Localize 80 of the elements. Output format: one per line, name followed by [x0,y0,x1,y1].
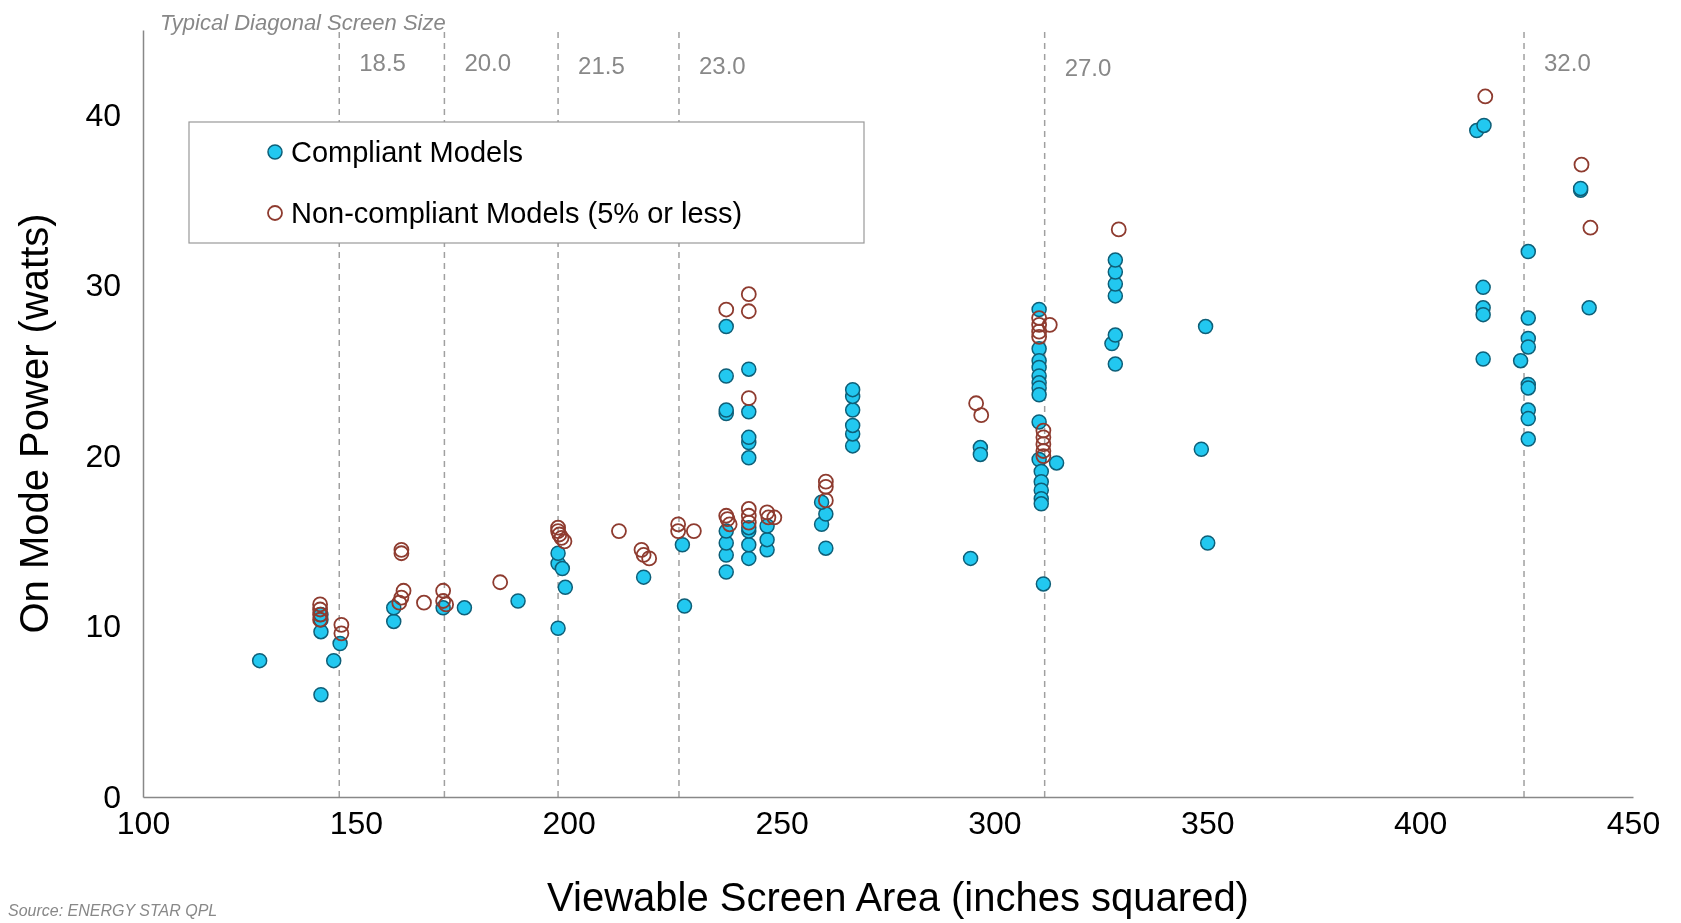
point [438,596,455,613]
x-tick-label: 350 [1181,804,1235,841]
y-tick-label: 30 [85,267,121,304]
point [740,514,757,531]
point [740,501,757,517]
point [1035,436,1052,453]
point [740,507,757,524]
point [1110,221,1127,238]
y-tick-label: 40 [85,96,121,133]
point [333,616,350,633]
source-note: Source: ENERGY STAR QPL [8,902,218,919]
point [670,523,687,540]
x-tick-label: 200 [542,804,596,841]
point [641,550,658,567]
x-tick-label: 400 [1393,804,1448,841]
point [1035,448,1052,465]
point [393,545,410,562]
x-tick-label: 450 [1606,804,1661,841]
point [492,574,509,591]
point [766,509,783,526]
point [740,303,757,320]
point [740,390,757,407]
point [740,286,757,303]
x-tick-label: 300 [968,804,1022,841]
legend-label: Compliant Models [291,136,524,168]
point [416,594,432,611]
point [817,473,834,490]
point [718,507,735,524]
x-axis-title: Viewable Screen Area (inches squared) [547,875,1249,919]
point [312,596,328,613]
annotation: 18.5 [359,48,406,76]
point [391,594,408,611]
point [1477,88,1494,105]
point [611,523,627,540]
point [721,516,738,533]
annotation: 23.0 [698,52,746,80]
legend-label: Non-compliant Models (5% or less) [291,197,743,229]
point [760,509,777,526]
point [333,625,350,642]
y-axis-title: On Mode Power (watts) [12,213,56,634]
point [633,541,650,558]
point [435,593,452,609]
point [670,516,687,533]
point [1582,219,1599,236]
point [435,582,452,599]
y-tick-label: 10 [85,608,121,645]
point [1031,323,1048,340]
point [685,523,702,540]
point [719,511,736,528]
annotation: 20.0 [464,48,512,76]
point [635,547,652,563]
x-tick-label: 150 [329,804,384,841]
x-tick-label: 250 [755,804,809,841]
point [1041,316,1058,333]
point [968,395,985,412]
point [1031,328,1048,345]
point [759,504,775,521]
point [1031,310,1048,326]
point [556,533,573,550]
annotation: 27.0 [1064,54,1112,82]
annotation: 32.0 [1544,48,1591,76]
point [312,601,328,618]
annotation: 21.5 [578,52,625,80]
point [817,492,834,509]
point [1035,422,1052,439]
point [817,478,834,495]
point [395,582,412,599]
point [1031,316,1048,333]
point [1573,156,1590,173]
point [550,519,566,536]
point [1035,429,1052,446]
point [393,541,410,558]
y-tick-label: 0 [103,778,121,815]
point [973,407,990,424]
point [718,301,735,318]
point [553,530,570,546]
annotation: Typical Diagonal Screen Size [160,10,446,35]
point [393,589,410,606]
y-tick-label: 20 [85,437,121,474]
point [1035,443,1052,459]
